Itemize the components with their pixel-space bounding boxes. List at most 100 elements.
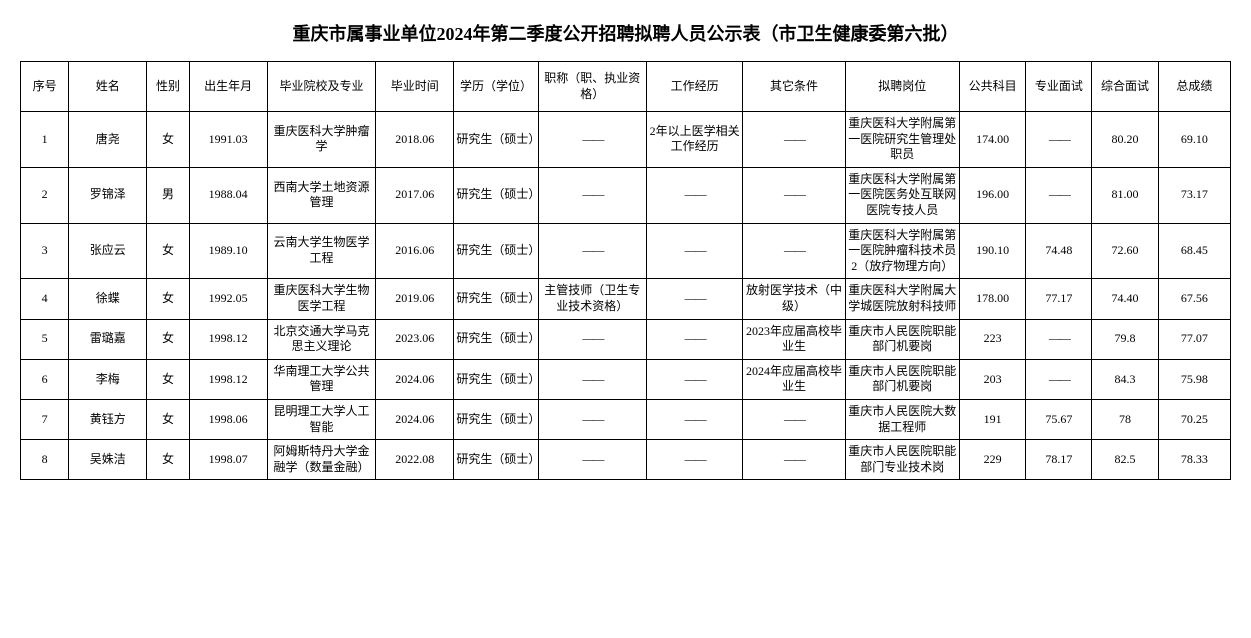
cell-birth: 1991.03 bbox=[189, 112, 267, 168]
cell-prof: 74.48 bbox=[1026, 223, 1092, 279]
cell-seq: 2 bbox=[21, 167, 69, 223]
cell-jobtitle: —— bbox=[538, 112, 646, 168]
header-jobtitle: 职称（职、执业资格） bbox=[538, 62, 646, 112]
cell-total: 78.33 bbox=[1158, 440, 1230, 480]
cell-jobtitle: —— bbox=[538, 440, 646, 480]
table-row: 6李梅女1998.12华南理工大学公共管理2024.06研究生（硕士）————2… bbox=[21, 359, 1231, 399]
cell-school: 西南大学土地资源管理 bbox=[267, 167, 375, 223]
header-total: 总成绩 bbox=[1158, 62, 1230, 112]
cell-seq: 6 bbox=[21, 359, 69, 399]
table-row: 2罗锦泽男1988.04西南大学土地资源管理2017.06研究生（硕士）————… bbox=[21, 167, 1231, 223]
cell-birth: 1998.12 bbox=[189, 319, 267, 359]
cell-prof: —— bbox=[1026, 167, 1092, 223]
cell-public: 174.00 bbox=[960, 112, 1026, 168]
cell-jobtitle: —— bbox=[538, 223, 646, 279]
cell-jobtitle: 主管技师（卫生专业技术资格） bbox=[538, 279, 646, 319]
cell-seq: 5 bbox=[21, 319, 69, 359]
cell-other: —— bbox=[743, 223, 845, 279]
cell-position: 重庆市人民医院大数据工程师 bbox=[845, 399, 959, 439]
cell-edu: 研究生（硕士） bbox=[454, 279, 538, 319]
cell-total: 77.07 bbox=[1158, 319, 1230, 359]
cell-public: 191 bbox=[960, 399, 1026, 439]
cell-seq: 7 bbox=[21, 399, 69, 439]
cell-other: —— bbox=[743, 167, 845, 223]
cell-gender: 女 bbox=[147, 399, 189, 439]
header-gradtime: 毕业时间 bbox=[376, 62, 454, 112]
cell-edu: 研究生（硕士） bbox=[454, 319, 538, 359]
cell-comp: 80.20 bbox=[1092, 112, 1158, 168]
cell-position: 重庆市人民医院职能部门专业技术岗 bbox=[845, 440, 959, 480]
cell-school: 阿姆斯特丹大学金融学（数量金融） bbox=[267, 440, 375, 480]
cell-birth: 1998.06 bbox=[189, 399, 267, 439]
header-school: 毕业院校及专业 bbox=[267, 62, 375, 112]
cell-birth: 1988.04 bbox=[189, 167, 267, 223]
cell-edu: 研究生（硕士） bbox=[454, 359, 538, 399]
table-row: 3张应云女1989.10云南大学生物医学工程2016.06研究生（硕士）————… bbox=[21, 223, 1231, 279]
cell-workexp: —— bbox=[646, 223, 742, 279]
cell-gradtime: 2022.08 bbox=[376, 440, 454, 480]
cell-workexp: 2年以上医学相关工作经历 bbox=[646, 112, 742, 168]
cell-school: 昆明理工大学人工智能 bbox=[267, 399, 375, 439]
cell-other: 放射医学技术（中级） bbox=[743, 279, 845, 319]
cell-other: —— bbox=[743, 112, 845, 168]
cell-workexp: —— bbox=[646, 359, 742, 399]
cell-gender: 女 bbox=[147, 279, 189, 319]
cell-public: 178.00 bbox=[960, 279, 1026, 319]
cell-position: 重庆市人民医院职能部门机要岗 bbox=[845, 319, 959, 359]
cell-edu: 研究生（硕士） bbox=[454, 167, 538, 223]
cell-school: 北京交通大学马克思主义理论 bbox=[267, 319, 375, 359]
cell-total: 75.98 bbox=[1158, 359, 1230, 399]
cell-gradtime: 2016.06 bbox=[376, 223, 454, 279]
header-edu: 学历（学位） bbox=[454, 62, 538, 112]
cell-total: 70.25 bbox=[1158, 399, 1230, 439]
cell-gender: 男 bbox=[147, 167, 189, 223]
cell-birth: 1998.12 bbox=[189, 359, 267, 399]
cell-comp: 84.3 bbox=[1092, 359, 1158, 399]
cell-public: 203 bbox=[960, 359, 1026, 399]
cell-seq: 3 bbox=[21, 223, 69, 279]
cell-position: 重庆医科大学附属第一医院肿瘤科技术员2（放疗物理方向） bbox=[845, 223, 959, 279]
cell-gradtime: 2024.06 bbox=[376, 399, 454, 439]
cell-name: 徐蝶 bbox=[69, 279, 147, 319]
header-public: 公共科目 bbox=[960, 62, 1026, 112]
cell-school: 重庆医科大学肿瘤学 bbox=[267, 112, 375, 168]
cell-comp: 74.40 bbox=[1092, 279, 1158, 319]
cell-edu: 研究生（硕士） bbox=[454, 399, 538, 439]
cell-position: 重庆医科大学附属大学城医院放射科技师 bbox=[845, 279, 959, 319]
header-position: 拟聘岗位 bbox=[845, 62, 959, 112]
cell-other: —— bbox=[743, 399, 845, 439]
cell-gender: 女 bbox=[147, 440, 189, 480]
cell-gender: 女 bbox=[147, 223, 189, 279]
cell-name: 唐尧 bbox=[69, 112, 147, 168]
cell-edu: 研究生（硕士） bbox=[454, 440, 538, 480]
cell-comp: 79.8 bbox=[1092, 319, 1158, 359]
cell-jobtitle: —— bbox=[538, 359, 646, 399]
cell-comp: 78 bbox=[1092, 399, 1158, 439]
cell-prof: —— bbox=[1026, 112, 1092, 168]
header-prof: 专业面试 bbox=[1026, 62, 1092, 112]
cell-public: 190.10 bbox=[960, 223, 1026, 279]
cell-position: 重庆医科大学附属第一医院医务处互联网医院专技人员 bbox=[845, 167, 959, 223]
cell-seq: 4 bbox=[21, 279, 69, 319]
cell-gradtime: 2023.06 bbox=[376, 319, 454, 359]
cell-birth: 1992.05 bbox=[189, 279, 267, 319]
cell-jobtitle: —— bbox=[538, 399, 646, 439]
header-birth: 出生年月 bbox=[189, 62, 267, 112]
cell-prof: —— bbox=[1026, 319, 1092, 359]
cell-gender: 女 bbox=[147, 112, 189, 168]
cell-seq: 8 bbox=[21, 440, 69, 480]
table-row: 7黄钰方女1998.06昆明理工大学人工智能2024.06研究生（硕士）————… bbox=[21, 399, 1231, 439]
cell-prof: 75.67 bbox=[1026, 399, 1092, 439]
header-other: 其它条件 bbox=[743, 62, 845, 112]
header-gender: 性别 bbox=[147, 62, 189, 112]
table-header-row: 序号 姓名 性别 出生年月 毕业院校及专业 毕业时间 学历（学位） 职称（职、执… bbox=[21, 62, 1231, 112]
cell-jobtitle: —— bbox=[538, 319, 646, 359]
cell-other: 2024年应届高校毕业生 bbox=[743, 359, 845, 399]
cell-comp: 81.00 bbox=[1092, 167, 1158, 223]
cell-name: 张应云 bbox=[69, 223, 147, 279]
cell-prof: 77.17 bbox=[1026, 279, 1092, 319]
cell-edu: 研究生（硕士） bbox=[454, 112, 538, 168]
cell-workexp: —— bbox=[646, 279, 742, 319]
cell-gradtime: 2019.06 bbox=[376, 279, 454, 319]
table-row: 1唐尧女1991.03重庆医科大学肿瘤学2018.06研究生（硕士）——2年以上… bbox=[21, 112, 1231, 168]
